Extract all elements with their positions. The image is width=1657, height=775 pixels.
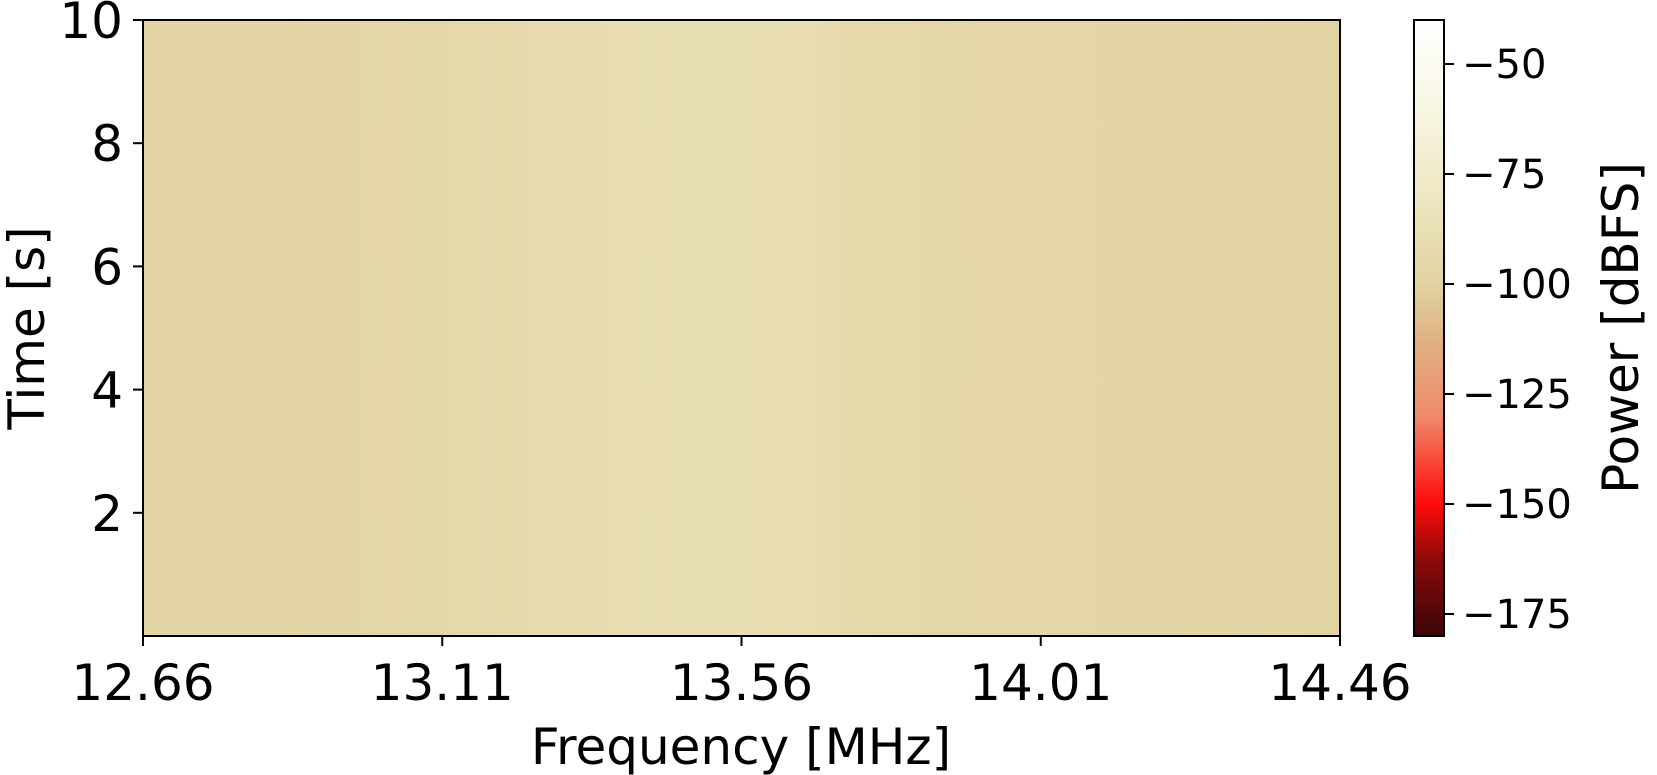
y-tick-label: 8 [91, 115, 123, 173]
y-tick-label: 2 [91, 485, 123, 543]
colorbar-tick-label: −150 [1462, 482, 1572, 528]
x-axis-title: Frequency [MHz] [531, 718, 951, 775]
colorbar [1413, 19, 1445, 637]
x-tick-label: 13.11 [371, 654, 514, 712]
y-axis-ticks: 2 4 6 8 10 [59, 0, 143, 543]
x-tick-label: 14.01 [969, 654, 1112, 712]
colorbar-title: Power [dBFS] [1592, 162, 1650, 494]
colorbar-tick-label: −175 [1462, 592, 1572, 638]
colorbar-ticks: −50 −75 −100 −125 −150 −175 [1444, 42, 1572, 638]
colorbar-tick-label: −50 [1462, 42, 1546, 88]
y-axis-title: Time [s] [0, 226, 56, 430]
x-tick-label: 13.56 [670, 654, 813, 712]
heatmap-area [143, 20, 1340, 636]
y-tick-label: 10 [59, 0, 123, 50]
colorbar-tick-label: −100 [1462, 262, 1572, 308]
y-tick-label: 6 [91, 238, 123, 296]
x-tick-label: 14.46 [1268, 654, 1411, 712]
x-axis-ticks: 12.66 13.11 13.56 14.01 14.46 [71, 636, 1412, 712]
y-tick-label: 4 [91, 362, 123, 420]
colorbar-tick-label: −75 [1462, 152, 1546, 198]
colorbar-tick-label: −125 [1462, 372, 1572, 418]
x-tick-label: 12.66 [71, 654, 214, 712]
